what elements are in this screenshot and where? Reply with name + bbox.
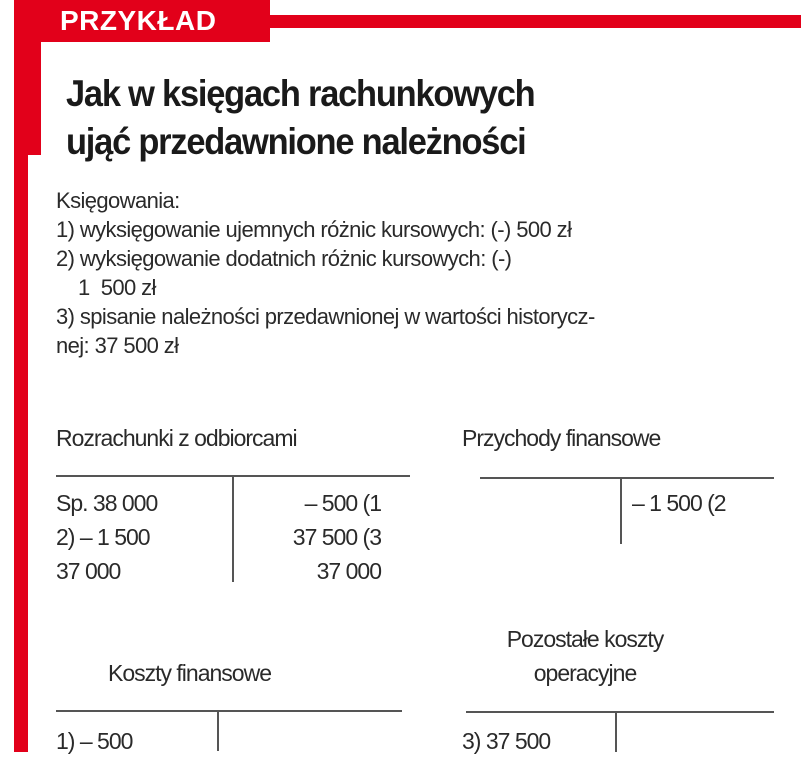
rozrachunki-debit: Sp. 38 000 2) – 1 500 37 000: [56, 486, 158, 588]
postings-list: Księgowania: 1) wyksięgowanie ujemnych r…: [56, 186, 595, 360]
pozostale-debit: 3) 37 500: [462, 728, 551, 754]
postings-heading: Księgowania:: [56, 188, 180, 213]
title-line-2: ująć przedawnione należności: [66, 121, 527, 162]
t-account-line: [480, 477, 774, 479]
section-tag: PRZYKŁAD: [14, 0, 270, 42]
koszty-debit: 1) – 500: [56, 728, 133, 754]
t-account-line: [466, 711, 774, 713]
account-title-rozrachunki: Rozrachunki z odbiorcami: [56, 425, 298, 451]
account-title-przychody: Przychody finansowe: [462, 425, 661, 451]
title-line-1: Jak w księgach rachunkowych: [66, 73, 536, 114]
page-title: Jak w księgach rachunkowych ująć przedaw…: [66, 70, 536, 166]
t-account-divider: [620, 478, 622, 544]
entry: 2) – 1 500: [56, 524, 151, 550]
accent-line-top: [270, 15, 801, 28]
posting-2-cont: 1 500 zł: [56, 275, 156, 300]
rozrachunki-credit: – 500 (1 37 500 (3 37 000: [240, 486, 382, 588]
t-account-divider: [232, 476, 234, 582]
accent-bar-left: [14, 0, 28, 752]
przychody-credit: – 1 500 (2: [632, 490, 727, 516]
entry: 37 500 (3: [292, 524, 382, 550]
posting-3: 3) spisanie należności przedawnionej w w…: [56, 304, 595, 329]
account-title-koszty: Koszty finansowe: [108, 660, 272, 686]
t-account-divider: [217, 711, 219, 751]
t-account-divider: [615, 712, 617, 752]
posting-3-cont: nej: 37 500 zł: [56, 333, 179, 358]
title-line: Pozostałe koszty: [506, 626, 665, 652]
title-line: operacyjne: [533, 660, 638, 686]
entry: 37 000: [56, 558, 121, 584]
entry: 37 000: [316, 558, 382, 584]
posting-2: 2) wyksięgowanie dodatnich różnic kursow…: [56, 246, 512, 271]
posting-1: 1) wyksięgowanie ujemnych różnic kursowy…: [56, 217, 572, 242]
account-title-pozostale: Pozostałe koszty operacyjne: [440, 622, 730, 690]
entry: – 500 (1: [304, 490, 382, 516]
t-account-line: [56, 710, 402, 712]
entry: Sp. 38 000: [56, 490, 158, 516]
